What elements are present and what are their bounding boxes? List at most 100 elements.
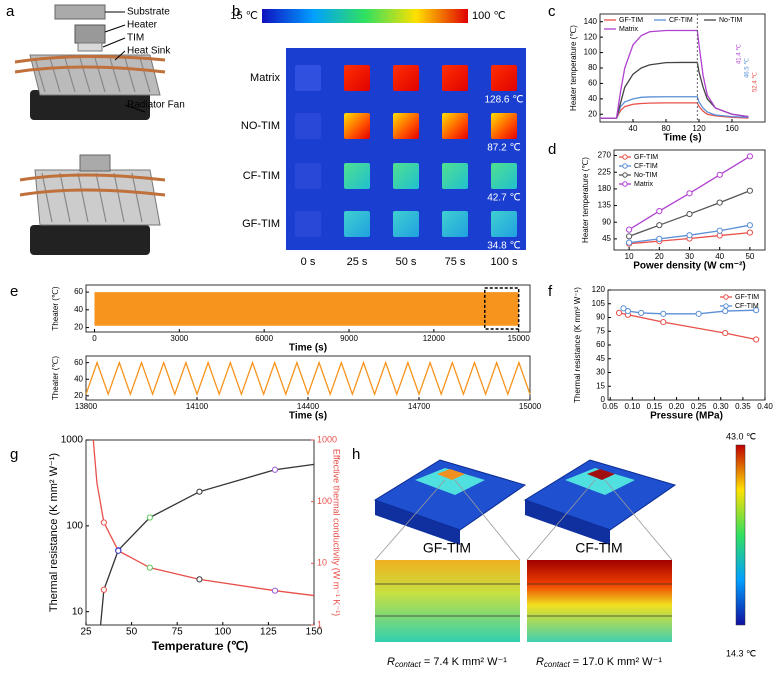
x-tick-label: 125 (260, 627, 277, 638)
y-axis-label: Theater (℃) (51, 356, 60, 400)
x-tick-label: 0.35 (735, 402, 751, 411)
point (753, 336, 760, 343)
point (626, 233, 633, 240)
y-axis-label: Thermal resistance (K mm² W⁻¹) (48, 453, 60, 612)
thermal-cell (344, 163, 370, 189)
point (660, 310, 667, 317)
h-colorbar-min: 14.3 ℃ (726, 648, 756, 658)
point (686, 210, 693, 218)
thermal-cell (491, 211, 517, 237)
x-tick-label: 15000 (519, 402, 542, 411)
point (196, 488, 203, 495)
y-tick-label: 225 (598, 167, 612, 176)
point (753, 307, 760, 314)
x-tick-label: 75 (172, 627, 184, 638)
series-line (85, 360, 531, 397)
legend-label: Matrix (634, 181, 654, 188)
row-label: CF-TIM (243, 170, 280, 182)
caption-subscript: contact (395, 660, 422, 669)
x-axis-label: Time (s) (289, 343, 327, 354)
y2-tick-label: 10 (317, 558, 327, 568)
colorbar (262, 9, 468, 23)
x-tick-label: 25 (80, 627, 92, 638)
x-tick-label: 14100 (186, 402, 209, 411)
caption-symbol: R (387, 656, 395, 668)
thermal-cell (442, 65, 468, 91)
series-line (600, 61, 749, 119)
x-tick-label: 0.30 (713, 402, 729, 411)
point (626, 239, 633, 246)
legend-marker (723, 294, 729, 300)
legend-label: GF-TIM (619, 17, 643, 24)
component-label: Radiator Fan (127, 100, 185, 111)
series-line (600, 96, 749, 119)
column-label: 0 s (301, 256, 316, 268)
legend-label: Matrix (619, 26, 639, 33)
row-label: GF-TIM (242, 218, 280, 230)
thermal-cell (442, 113, 468, 139)
panel-label: f (548, 283, 553, 300)
thermal-cell (442, 163, 468, 189)
y-tick-label: 120 (592, 285, 606, 294)
thermal-cell (393, 65, 419, 91)
point (638, 309, 645, 317)
x-tick-label: 0.05 (602, 402, 618, 411)
legend-label: GF-TIM (735, 294, 759, 301)
point (271, 466, 279, 473)
annotation: 41.4 ℃ (737, 44, 743, 64)
point (686, 190, 693, 197)
thermal-cell (344, 65, 370, 91)
y-tick-label: 60 (74, 358, 83, 367)
x-tick-label: 3000 (170, 334, 188, 343)
point (695, 310, 702, 317)
legend-marker (622, 181, 628, 187)
y-tick-label: 40 (74, 374, 83, 383)
plot-frame (85, 439, 315, 626)
point (746, 229, 754, 236)
x-axis-label: Temperature (℃) (152, 639, 249, 653)
y-tick-label: 180 (598, 184, 612, 193)
thermal-cell (295, 211, 321, 237)
thermal-cell (393, 113, 419, 139)
point (722, 307, 729, 315)
y-tick-label: 1000 (61, 435, 84, 446)
y-tick-label: 120 (584, 32, 598, 41)
point (100, 519, 107, 526)
x-axis-label: Time (s) (289, 411, 327, 422)
x-tick-label: 6000 (255, 334, 273, 343)
x-tick-label: 12000 (423, 334, 446, 343)
point (196, 576, 203, 583)
y2-tick-label: 1000 (317, 434, 337, 444)
point (716, 171, 723, 178)
x-tick-label: 50 (126, 627, 138, 638)
row-label: Matrix (250, 72, 280, 84)
y-tick-label: 270 (598, 151, 612, 160)
legend-marker (723, 303, 729, 309)
y-tick-label: 20 (74, 391, 83, 400)
point (115, 547, 122, 554)
x-axis-label: Time (s) (663, 133, 701, 144)
x-tick-label: 10 (625, 252, 634, 261)
y-tick-label: 40 (74, 305, 83, 314)
caption-text: = 7.4 K mm² W⁻¹ (421, 656, 508, 668)
x-tick-label: 0 (92, 334, 97, 343)
colorbar-min: 15 ℃ (230, 10, 258, 22)
panel-label: a (6, 3, 15, 20)
y-tick-label: 90 (602, 217, 611, 226)
y-tick-label: 60 (74, 287, 83, 296)
point (271, 587, 279, 594)
y-tick-label: 140 (584, 17, 598, 26)
panel-label: b (232, 3, 240, 20)
y-tick-label: 60 (588, 79, 597, 88)
point (620, 305, 627, 312)
y-tick-label: 135 (598, 201, 612, 210)
final-temperature: 87.2 ℃ (487, 143, 520, 154)
point (722, 329, 729, 337)
legend-label: No-TIM (634, 172, 658, 179)
x-axis-label: Pressure (MPa) (650, 411, 723, 422)
y-tick-label: 75 (596, 326, 605, 335)
thermal-cell (393, 163, 419, 189)
legend-label: GF-TIM (634, 154, 658, 161)
column-label: 75 s (445, 256, 466, 268)
y-tick-label: 80 (588, 63, 597, 72)
